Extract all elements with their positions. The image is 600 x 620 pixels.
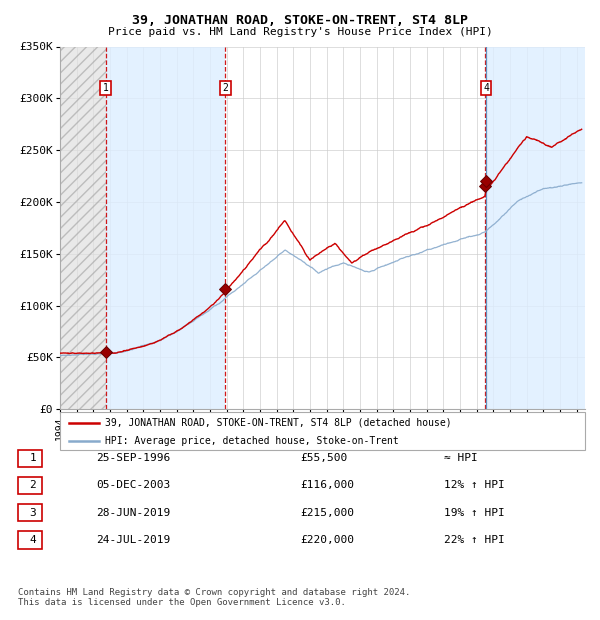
Text: ≈ HPI: ≈ HPI [444, 453, 478, 463]
Text: 25-SEP-1996: 25-SEP-1996 [96, 453, 170, 463]
Bar [486, 46, 585, 409]
Text: 1: 1 [29, 453, 37, 463]
Text: 12% ↑ HPI: 12% ↑ HPI [444, 480, 505, 490]
Text: £220,000: £220,000 [300, 535, 354, 545]
Text: 05-DEC-2003: 05-DEC-2003 [96, 480, 170, 490]
Text: 19% ↑ HPI: 19% ↑ HPI [444, 508, 505, 518]
Text: 3: 3 [29, 508, 37, 518]
Text: 2: 2 [223, 83, 228, 93]
Text: 2: 2 [29, 480, 37, 490]
Text: £215,000: £215,000 [300, 508, 354, 518]
Text: 1: 1 [103, 83, 109, 93]
Text: 4: 4 [29, 535, 37, 545]
Text: £116,000: £116,000 [300, 480, 354, 490]
Text: Price paid vs. HM Land Registry's House Price Index (HPI): Price paid vs. HM Land Registry's House … [107, 27, 493, 37]
Text: Contains HM Land Registry data © Crown copyright and database right 2024.
This d: Contains HM Land Registry data © Crown c… [18, 588, 410, 607]
Text: 24-JUL-2019: 24-JUL-2019 [96, 535, 170, 545]
Text: 22% ↑ HPI: 22% ↑ HPI [444, 535, 505, 545]
Text: 4: 4 [483, 83, 489, 93]
Text: £55,500: £55,500 [300, 453, 347, 463]
Text: 39, JONATHAN ROAD, STOKE-ON-TRENT, ST4 8LP: 39, JONATHAN ROAD, STOKE-ON-TRENT, ST4 8… [132, 14, 468, 27]
Text: 28-JUN-2019: 28-JUN-2019 [96, 508, 170, 518]
Bar [60, 46, 106, 409]
Text: HPI: Average price, detached house, Stoke-on-Trent: HPI: Average price, detached house, Stok… [105, 436, 399, 446]
Text: 39, JONATHAN ROAD, STOKE-ON-TRENT, ST4 8LP (detached house): 39, JONATHAN ROAD, STOKE-ON-TRENT, ST4 8… [105, 418, 452, 428]
Bar [106, 46, 226, 409]
